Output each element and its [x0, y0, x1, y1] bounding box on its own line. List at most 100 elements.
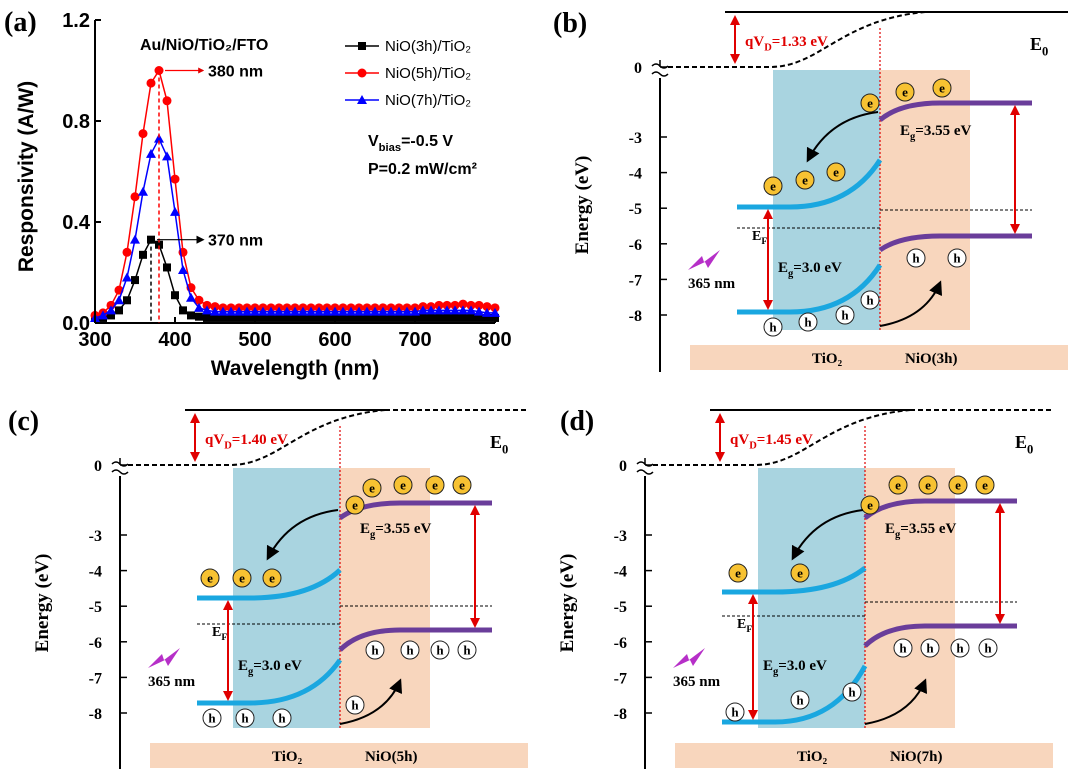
hole-label: h	[953, 251, 961, 266]
light-bolt	[148, 648, 180, 668]
hole-label: h	[866, 293, 874, 308]
hole-label: h	[436, 643, 444, 658]
y-tick-label: 0	[619, 458, 627, 475]
electron-label: e	[269, 571, 275, 586]
built-in-potential: qVD=1.40 eV	[205, 432, 288, 452]
built-in-potential-main: qV	[745, 34, 764, 50]
vacuum-label: E0	[1015, 432, 1033, 456]
fermi-label-main: E	[752, 229, 761, 244]
built-in-potential-rest: =1.33 eV	[772, 34, 828, 50]
marker-square	[179, 306, 187, 314]
substrate-bar	[675, 743, 1053, 768]
y-tick-label: 0	[634, 60, 642, 77]
x-tick-label: 800	[478, 329, 511, 351]
eg-label-rest: =3.0 eV	[793, 260, 842, 276]
marker-square	[115, 306, 123, 314]
y-tick-label: 0	[94, 458, 102, 475]
eg-label-main: E	[885, 521, 895, 537]
built-in-potential-rest: =1.45 eV	[757, 432, 813, 448]
peak-label: 370 nm	[208, 233, 263, 250]
electron-label: e	[955, 478, 961, 493]
hole-label: h	[351, 698, 359, 713]
marker-square	[163, 263, 171, 271]
electron-label: e	[902, 85, 908, 100]
marker-square	[419, 314, 427, 322]
fermi-label: EF	[737, 617, 752, 635]
hole-label: h	[984, 641, 992, 656]
layer-label: TiO₂	[812, 351, 843, 367]
y-tick-label: -7	[614, 670, 627, 687]
electron-label: e	[459, 478, 465, 493]
panel-label: (c)	[8, 406, 39, 437]
y-tick-label: 0.4	[62, 212, 91, 234]
fermi-label-sub: F	[221, 632, 227, 643]
marker-square	[131, 276, 139, 284]
vacuum-label-sub: 0	[502, 442, 508, 456]
legend-label: NiO(7h)/TiO₂	[385, 92, 471, 109]
y-tick-label: -7	[89, 670, 102, 687]
hole-label: h	[956, 641, 964, 656]
hole-label: h	[371, 643, 379, 658]
vacuum-label-main: E	[1030, 34, 1042, 54]
x-tick-label: 700	[398, 329, 431, 351]
electron-label: e	[895, 478, 901, 493]
vacuum-label-sub: 0	[1042, 44, 1048, 58]
x-axis-label: Wavelength (nm)	[211, 357, 379, 380]
light-label: 365 nm	[688, 276, 736, 292]
eg-label-rest: =3.55 eV	[915, 123, 971, 139]
electron-label: e	[352, 498, 358, 513]
vacuum-label: E0	[1030, 34, 1048, 58]
legend-marker	[358, 69, 367, 78]
y-tick-label: -6	[629, 237, 642, 254]
layer-label: TiO₂	[272, 749, 303, 765]
electron-label: e	[239, 571, 245, 586]
y-tick-label: -6	[614, 635, 627, 652]
hole-label: h	[406, 643, 414, 658]
y-tick-label: 0.8	[62, 111, 90, 133]
y-tick-label: -5	[629, 201, 642, 218]
y-tick-label: 1.2	[62, 10, 90, 32]
electron-label: e	[207, 571, 213, 586]
marker-square	[459, 314, 467, 322]
annotation: Vbias=-0.5 V	[368, 133, 453, 154]
electron-label: e	[925, 478, 931, 493]
eg-label-rest: =3.55 eV	[900, 521, 956, 537]
layer-label: NiO(7h)	[890, 749, 943, 765]
marker-square	[187, 311, 195, 319]
electron-label: e	[770, 179, 776, 194]
marker-triangle	[122, 273, 132, 282]
hole-label: h	[241, 711, 249, 726]
panel-label: (d)	[560, 406, 594, 437]
electron-label: e	[982, 478, 988, 493]
y-axis-label: Energy (eV)	[32, 554, 53, 653]
hole-label: h	[926, 641, 934, 656]
eg-label-main: E	[778, 260, 788, 276]
figure: (a)0.00.40.81.2300400500600700800Wavelen…	[0, 0, 1081, 769]
y-tick-label: -8	[614, 706, 627, 723]
eg-label-rest: =3.55 eV	[375, 521, 431, 537]
electron-label: e	[735, 566, 741, 581]
marker-triangle	[146, 149, 156, 158]
marker-triangle	[138, 187, 148, 196]
electron-label: e	[797, 566, 803, 581]
axis-break	[652, 72, 668, 76]
built-in-potential-rest: =1.40 eV	[232, 432, 288, 448]
marker-circle	[147, 79, 156, 88]
fermi-label: EF	[752, 229, 767, 247]
marker-square	[443, 314, 451, 322]
marker-triangle	[130, 235, 140, 244]
eg-label-rest: =3.0 eV	[253, 658, 302, 674]
hole-label: h	[769, 320, 777, 335]
marker-square	[139, 251, 147, 259]
eg-label-main: E	[900, 123, 910, 139]
layer-label: TiO₂	[797, 749, 828, 765]
axis-break	[637, 470, 653, 474]
annotation-sub: bias	[379, 142, 401, 154]
hole-label: h	[278, 711, 286, 726]
built-in-potential-main: qV	[730, 432, 749, 448]
marker-square	[451, 314, 459, 322]
electron-label: e	[400, 478, 406, 493]
light-bolt	[688, 250, 720, 270]
electron-label: e	[802, 173, 808, 188]
